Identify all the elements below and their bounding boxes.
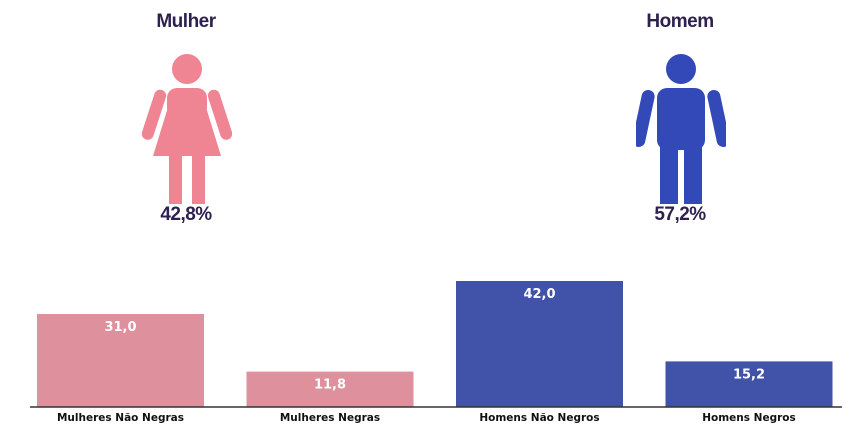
bar-value-label: 42,0 xyxy=(523,287,555,302)
bar-1 xyxy=(246,371,414,407)
bar-value-label: 11,8 xyxy=(314,378,346,393)
male-title: Homem xyxy=(646,11,714,32)
woman-icon xyxy=(142,54,232,204)
bar-3 xyxy=(665,361,833,407)
x-tick-label: Homens Não Negros xyxy=(479,412,599,424)
x-tick-label: Homens Negros xyxy=(702,412,796,424)
female-percent: 42,8% xyxy=(160,204,212,225)
man-icon xyxy=(636,54,726,204)
x-tick-label: Mulheres Não Negras xyxy=(57,412,184,424)
bar-0 xyxy=(37,314,204,407)
male-percent: 57,2% xyxy=(654,204,706,225)
x-tick-label: Mulheres Negras xyxy=(280,412,380,424)
bar-2 xyxy=(456,281,623,407)
bar-value-label: 31,0 xyxy=(104,320,136,335)
female-title: Mulher xyxy=(156,11,216,32)
bar-value-label: 15,2 xyxy=(733,367,765,382)
